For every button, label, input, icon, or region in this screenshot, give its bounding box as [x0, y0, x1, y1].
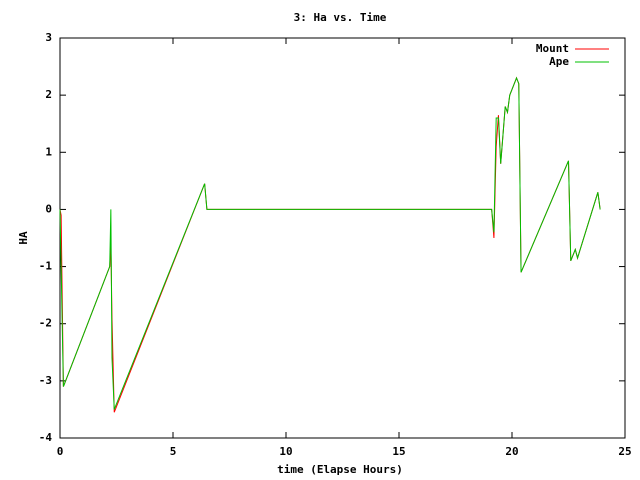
chart-title: 3: Ha vs. Time: [294, 11, 387, 24]
x-tick-label: 5: [170, 445, 177, 458]
y-tick-label: 3: [45, 31, 52, 44]
y-tick-label: 0: [45, 202, 52, 215]
y-axis-label: HA: [17, 231, 30, 245]
y-tick-label: -1: [39, 260, 53, 273]
y-tick-label: 2: [45, 88, 52, 101]
y-tick-label: -4: [39, 431, 53, 444]
x-tick-label: 10: [279, 445, 292, 458]
x-tick-label: 15: [392, 445, 405, 458]
y-tick-label: -2: [39, 317, 52, 330]
x-tick-label: 25: [618, 445, 631, 458]
x-axis-label: time (Elapse Hours): [277, 463, 403, 476]
legend-label: Ape: [549, 55, 569, 68]
plot-frame: [59, 37, 626, 439]
series-line: [59, 76, 601, 410]
legend-label: Mount: [536, 42, 569, 55]
y-tick-label: -3: [39, 374, 52, 387]
x-tick-label: 20: [505, 445, 518, 458]
y-tick-label: 1: [45, 145, 52, 158]
x-tick-label: 0: [57, 445, 64, 458]
